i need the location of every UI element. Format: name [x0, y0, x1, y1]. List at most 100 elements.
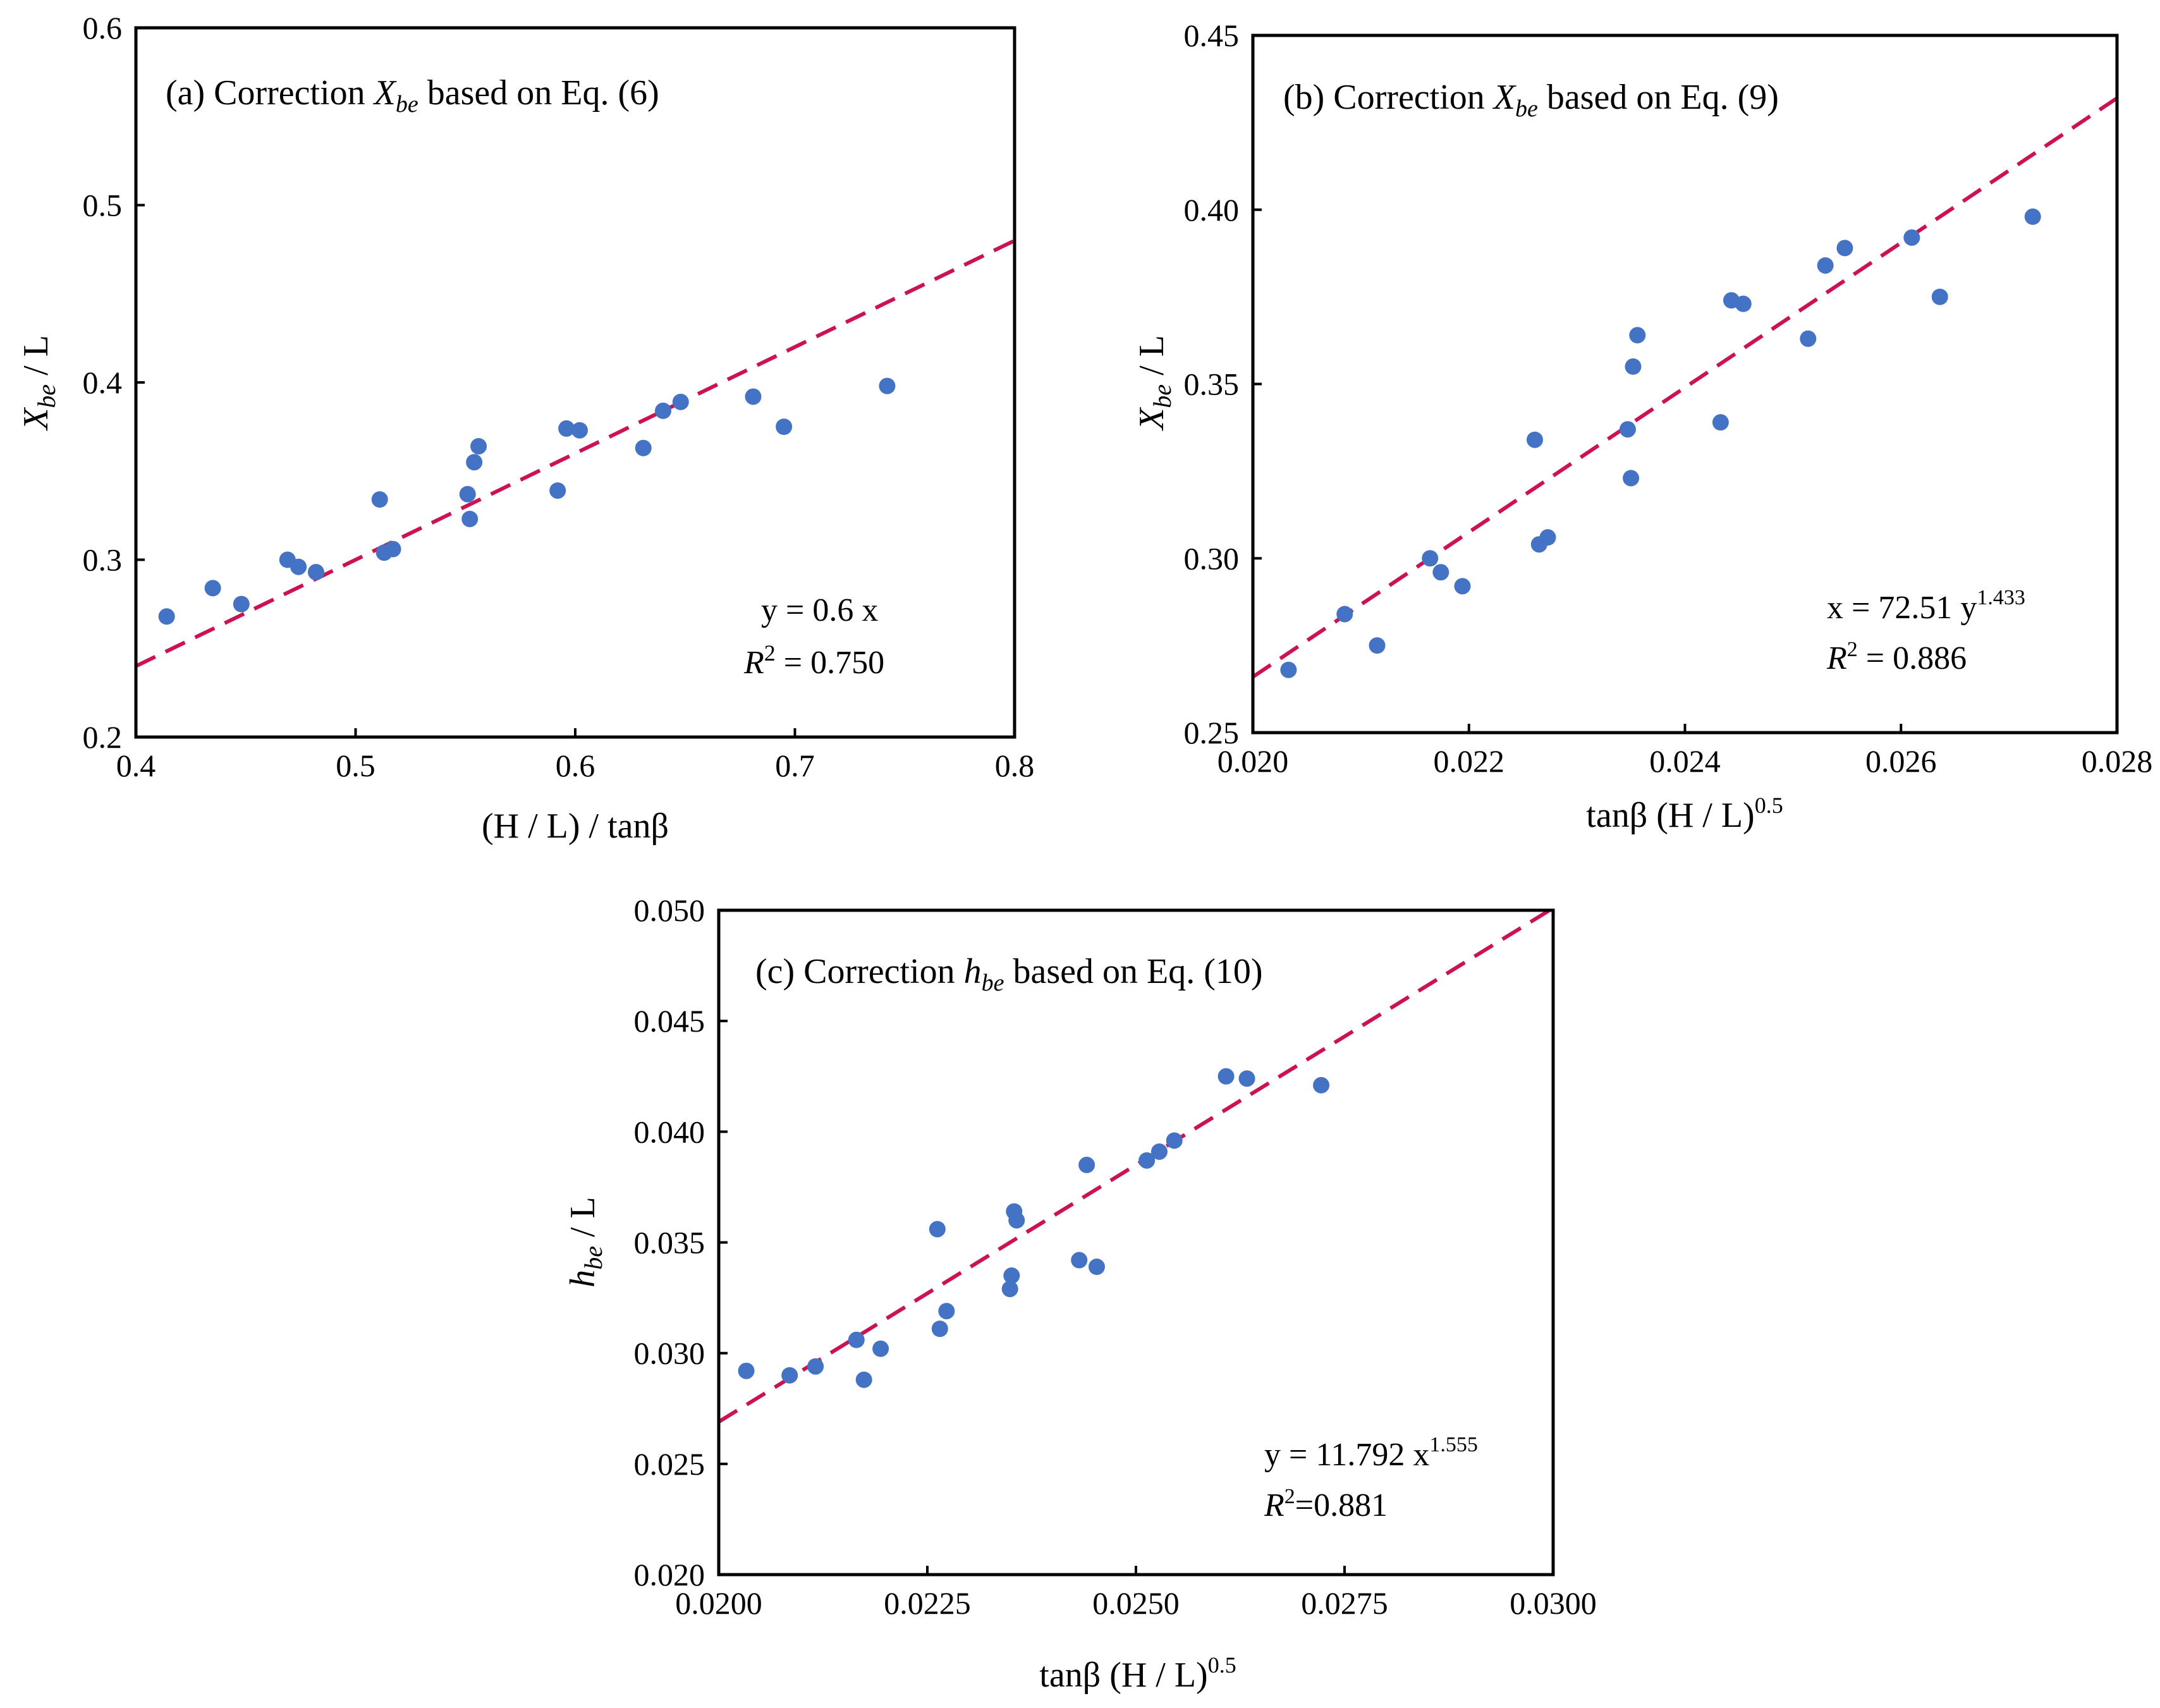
panel-a-data-point: [549, 482, 566, 499]
panel-b-x-tick-label: 0.028: [2082, 743, 2153, 779]
panel-b-plot-frame: [1251, 34, 2119, 735]
panel-a-data-point: [290, 558, 307, 575]
panel-b-fit-line: [1252, 96, 2118, 679]
panel-a-y-tick-label: 0.6: [83, 10, 123, 46]
panel-c-data-point: [1001, 1281, 1018, 1298]
panel-b-data-point: [1625, 358, 1642, 375]
panel-c-x-tick-label: 0.0200: [675, 1585, 762, 1621]
panel-a-y-tick-label: 0.5: [83, 188, 123, 223]
panel-a-fit-equation: y = 0.6 x: [761, 592, 878, 628]
panel-b-data-point: [1735, 295, 1752, 312]
panel-b-fit-layer: [1252, 96, 2118, 679]
panel-c-data-point: [1138, 1152, 1156, 1169]
panel-c-data-point: [1217, 1068, 1235, 1085]
panel-b-r-squared: R2 = 0.886: [1826, 638, 1967, 676]
panel-a-data-point: [470, 437, 487, 454]
panel-b-data-point: [1539, 529, 1556, 546]
panel-a-x-tick-label: 0.5: [336, 748, 375, 783]
panel-a-fit-layer: [135, 238, 1016, 668]
panel-c-points: [738, 1068, 1330, 1388]
panel-c-x-tick-label: 0.0225: [884, 1585, 971, 1621]
panel-b-ticks: 0.020 0.022 0.024 0.026 0.028 0.25 0.30 0.35 0.4…: [1184, 18, 2153, 779]
panel-a-points: [158, 377, 896, 625]
panel-c-x-tick-label: 0.0300: [1510, 1585, 1597, 1621]
panel-a-x-tick-label: 0.6: [556, 748, 595, 783]
panel-a-data-point: [776, 418, 793, 436]
panel-c-plot-frame: [717, 908, 1555, 1577]
panel-c-x-axis-label: tanβ (H / L)0.5: [1039, 1652, 1236, 1695]
panel-c-data-point: [872, 1340, 889, 1357]
panel-a-data-point: [204, 580, 221, 597]
panel-b-data-point: [1712, 414, 1729, 431]
panel-a-data-point: [672, 393, 689, 410]
panel-c-y-tick-label: 0.025: [634, 1446, 705, 1482]
panel-c-y-tick-label: 0.050: [634, 893, 705, 928]
panel-b-data-point: [1629, 327, 1646, 344]
panel-b-data-point: [1931, 288, 1948, 305]
panel-a-y-tick-label: 0.4: [83, 365, 123, 400]
panel-c-data-point: [1008, 1212, 1025, 1229]
panel-a-data-point: [558, 420, 575, 437]
panel-b-data-point: [1526, 431, 1543, 448]
panel-c-x-tick-label: 0.0250: [1092, 1585, 1180, 1621]
panel-c-data-point: [807, 1358, 824, 1375]
panel-a-title: (a) Correction Xbe based on Eq. (6): [166, 73, 659, 118]
panel-b-data-point: [1903, 229, 1920, 246]
panel-b-x-tick-label: 0.022: [1434, 743, 1505, 779]
panel-a-y-axis-label: Xbe / L: [16, 335, 61, 431]
panel-a-data-point: [307, 564, 324, 581]
panel-c-y-tick-label: 0.030: [634, 1336, 705, 1371]
panel-b-data-point: [1454, 578, 1471, 595]
panel-c-data-point: [1003, 1267, 1020, 1284]
panel-b-data-point: [1369, 637, 1386, 654]
panel-b-title: (b) Correction Xbe based on Eq. (9): [1283, 78, 1779, 122]
panel-c-y-tick-label: 0.045: [634, 1003, 705, 1039]
panel-a-x-tick-label: 0.7: [775, 748, 815, 783]
panel-a-r-squared: R2 = 0.750: [743, 640, 884, 681]
panel-b-data-point: [1800, 330, 1817, 347]
panel-c-y-axis-label: hbe / L: [563, 1197, 607, 1288]
panel-a-data-point: [655, 402, 671, 419]
panel-c-data-point: [1071, 1252, 1088, 1269]
panel-b-data-point: [1623, 470, 1640, 487]
panel-b-x-tick-label: 0.024: [1649, 743, 1721, 779]
panel-c-x-tick-label: 0.0275: [1301, 1585, 1388, 1621]
panel-c: 0.0200 0.0225 0.0250 0.0275 0.0300 0.020 0.025…: [563, 893, 1597, 1695]
panel-b-y-tick-label: 0.30: [1184, 540, 1240, 576]
panel-b-x-axis-label: tanβ (H / L)0.5: [1586, 793, 1783, 835]
panel-a-data-point: [745, 388, 762, 405]
panel-c-data-point: [1313, 1077, 1330, 1094]
panel-c-fit-equation: y = 11.792 x1.555: [1264, 1433, 1478, 1473]
panel-b-data-point: [1280, 661, 1297, 678]
panel-c-data-point: [1238, 1070, 1255, 1087]
panel-a-ticks: 0.4 0.5 0.6 0.7 0.8 0.2 0.3 0.4 0.5 0.6: [83, 10, 1035, 783]
panel-a: 0.4 0.5 0.6 0.7 0.8 0.2 0.3 0.4 0.5 0.6 (a) Corre…: [16, 10, 1034, 846]
panel-c-data-point: [848, 1331, 865, 1348]
panel-a-data-point: [233, 595, 250, 613]
panel-c-data-point: [738, 1362, 755, 1379]
panel-b-x-tick-label: 0.020: [1217, 743, 1289, 779]
panel-a-data-point: [461, 510, 479, 527]
panel-b-y-axis-label: Xbe / L: [1132, 335, 1176, 431]
panel-a-x-tick-label: 0.8: [995, 748, 1035, 783]
panel-c-y-tick-label: 0.020: [634, 1557, 705, 1592]
panel-a-plot-frame: [134, 26, 1016, 739]
panel-c-data-point: [781, 1367, 798, 1384]
panel-b-data-point: [1817, 257, 1834, 274]
panel-b-data-point: [1422, 550, 1439, 567]
panel-a-data-point: [879, 377, 896, 394]
panel-a-data-point: [459, 485, 476, 503]
panel-a-data-point: [571, 422, 588, 439]
panel-c-title: (c) Correction hbe based on Eq. (10): [755, 952, 1263, 996]
panel-a-data-point: [635, 439, 652, 456]
panel-c-ticks: 0.0200 0.0225 0.0250 0.0275 0.0300 0.020 0.025…: [634, 893, 1597, 1621]
panel-a-y-tick-label: 0.2: [83, 719, 123, 755]
panel-a-data-point: [466, 454, 483, 471]
panel-a-x-tick-label: 0.4: [116, 748, 156, 783]
panel-b-data-point: [1336, 606, 1353, 623]
panel-c-data-point: [1166, 1132, 1183, 1149]
panel-c-r-squared: R2=0.881: [1264, 1485, 1388, 1523]
panel-b-y-tick-label: 0.45: [1184, 18, 1240, 53]
panel-a-data-point: [158, 608, 175, 625]
panel-c-y-tick-label: 0.040: [634, 1114, 705, 1149]
